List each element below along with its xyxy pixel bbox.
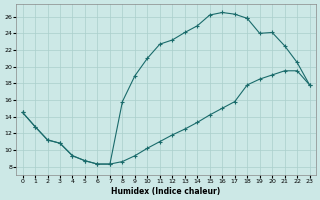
- X-axis label: Humidex (Indice chaleur): Humidex (Indice chaleur): [111, 187, 221, 196]
